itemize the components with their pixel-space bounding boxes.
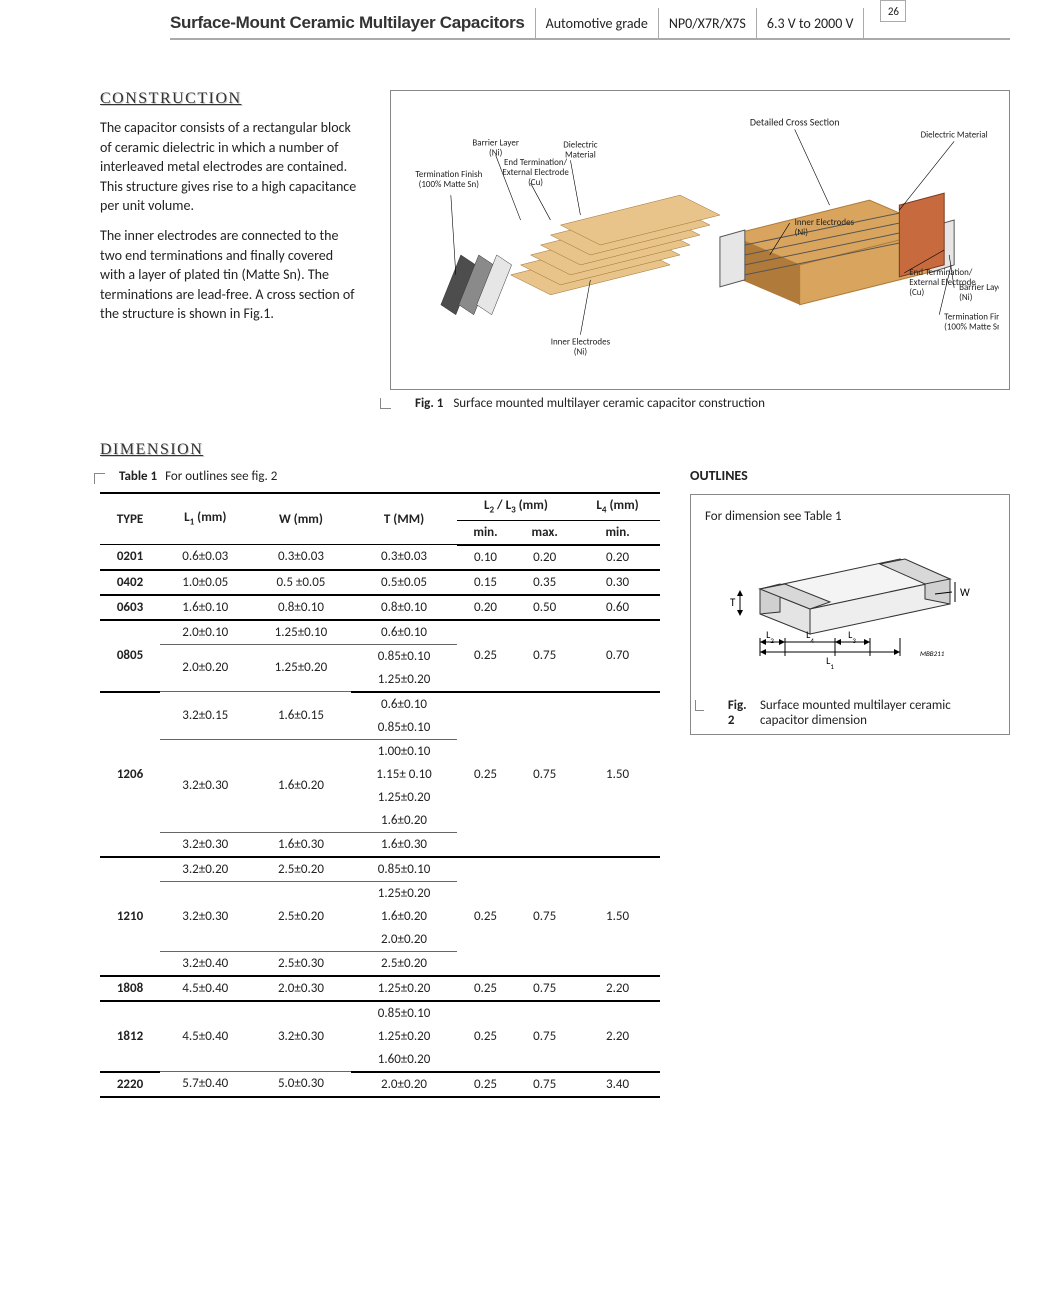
fig1-num: Fig. 1	[415, 396, 443, 411]
table1-num: Table 1	[119, 469, 157, 484]
svg-text:(Ni): (Ni)	[574, 347, 588, 358]
svg-text:(Ni): (Ni)	[795, 227, 809, 238]
svg-text:(Cu): (Cu)	[909, 287, 924, 298]
fig2-svg: TWL2L4L3L1MBB211	[705, 534, 995, 684]
fig2-caption: Fig. 2 Surface mounted multilayer cerami…	[705, 698, 995, 728]
svg-text:(Ni): (Ni)	[489, 147, 503, 158]
fig1-svg: Barrier Layer(Ni)DielectricMaterialTermi…	[401, 101, 999, 379]
outlines-col: OUTLINES For dimension see Table 1 TWL2L…	[690, 441, 1010, 735]
fig1-box: Barrier Layer(Ni)DielectricMaterialTermi…	[390, 90, 1010, 390]
svg-text:(Cu): (Cu)	[528, 177, 543, 188]
fig1-text: Surface mounted multilayer ceramic capac…	[453, 396, 765, 411]
header-seg: NP0/X7R/X7S	[669, 8, 757, 38]
dimension-heading: DIMENSION	[100, 441, 660, 459]
doc-title: Surface-Mount Ceramic Multilayer Capacit…	[170, 8, 536, 38]
construction-text-col: CONSTRUCTION The capacitor consists of a…	[100, 90, 360, 411]
dimension-left: DIMENSION Table 1 For outlines see fig. …	[100, 441, 660, 1098]
construction-heading: CONSTRUCTION	[100, 90, 360, 108]
svg-text:T: T	[730, 596, 736, 609]
fig2-note: For dimension see Table 1	[705, 509, 995, 524]
svg-text:MBB211: MBB211	[920, 649, 945, 658]
svg-text:Material: Material	[565, 149, 596, 160]
svg-text:(100% Matte Sn): (100% Matte Sn)	[944, 322, 999, 333]
svg-text:Dielectric Material: Dielectric Material	[921, 129, 988, 140]
header-seg: Automotive grade	[546, 8, 659, 38]
page-number: 26	[880, 0, 906, 22]
fig1-wrapper: Barrier Layer(Ni)DielectricMaterialTermi…	[390, 90, 1010, 411]
header-seg: 6.3 V to 2000 V	[767, 8, 865, 38]
content: CONSTRUCTION The capacitor consists of a…	[0, 90, 1060, 1098]
page: Surface-Mount Ceramic Multilayer Capacit…	[0, 8, 1060, 1138]
dimension-row: DIMENSION Table 1 For outlines see fig. …	[100, 441, 1010, 1098]
svg-text:L1: L1	[826, 654, 834, 671]
construction-para: The capacitor consists of a rectangular …	[100, 118, 360, 216]
construction-para: The inner electrodes are connected to th…	[100, 226, 360, 324]
fig2-num: Fig. 2	[728, 698, 750, 728]
svg-text:Detailed Cross Section: Detailed Cross Section	[750, 116, 840, 128]
table1-text: For outlines see fig. 2	[165, 469, 277, 484]
outlines-heading: OUTLINES	[690, 467, 1010, 484]
table1-caption: Table 1 For outlines see fig. 2	[100, 469, 660, 484]
fig1-caption: Fig. 1 Surface mounted multilayer cerami…	[390, 396, 1010, 411]
dimension-table: TYPE L1 (mm) W (mm) T (MM) L2 / L3 (mm) …	[100, 492, 660, 1098]
fig2-box: For dimension see Table 1 TWL2L4L3L1MBB2…	[690, 494, 1010, 735]
svg-text:(Ni): (Ni)	[959, 292, 973, 303]
header-bar: Surface-Mount Ceramic Multilayer Capacit…	[170, 8, 1010, 40]
svg-text:(100% Matte Sn): (100% Matte Sn)	[419, 179, 480, 190]
svg-text:W: W	[960, 586, 970, 599]
construction-row: CONSTRUCTION The capacitor consists of a…	[100, 90, 1010, 411]
fig2-text: Surface mounted multilayer ceramic capac…	[760, 698, 995, 728]
